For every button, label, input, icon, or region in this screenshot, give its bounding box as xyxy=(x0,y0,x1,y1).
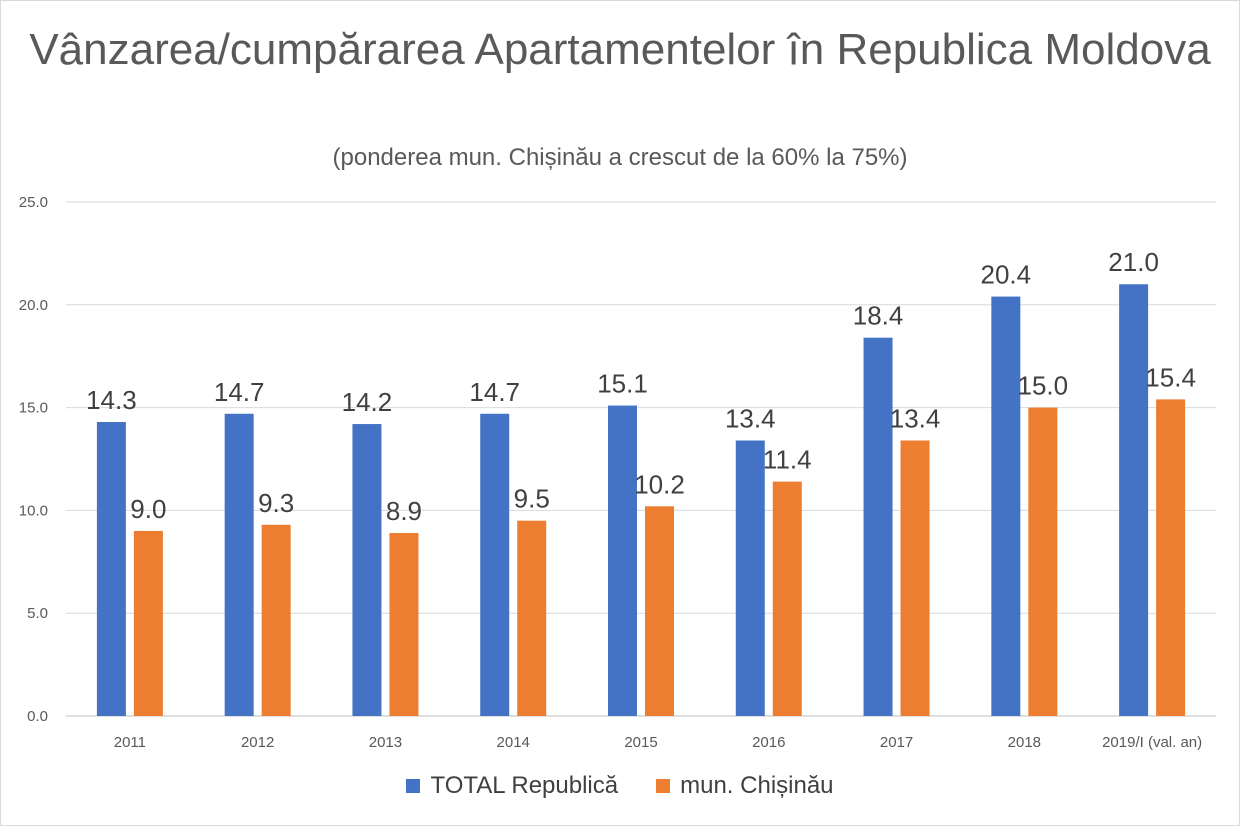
legend: TOTAL Republică mun. Chișinău xyxy=(0,772,1240,800)
bar-chisinau xyxy=(1028,407,1058,716)
data-label: 15.4 xyxy=(1145,362,1196,392)
x-tick-label: 2018 xyxy=(1008,734,1041,751)
x-tick-label: 2012 xyxy=(241,734,274,751)
legend-item-total: TOTAL Republică xyxy=(406,772,618,800)
y-tick-label: 0.0 xyxy=(27,708,48,725)
y-tick-label: 20.0 xyxy=(19,297,48,314)
legend-swatch-total xyxy=(406,779,421,793)
bar-chisinau xyxy=(900,440,930,716)
x-tick-label: 2014 xyxy=(497,734,530,751)
legend-item-chisinau: mun. Chișinău xyxy=(656,772,834,800)
data-label: 20.4 xyxy=(981,260,1032,290)
x-tick-label: 2017 xyxy=(880,734,913,751)
bar-chisinau xyxy=(389,533,419,716)
data-label: 11.4 xyxy=(763,445,812,475)
x-tick-label: 2013 xyxy=(369,734,402,751)
x-tick-label: 2019/I (val. an) xyxy=(1102,734,1202,751)
data-label: 13.4 xyxy=(725,403,776,433)
data-label: 14.7 xyxy=(214,377,265,407)
data-label: 15.1 xyxy=(597,369,648,399)
data-label: 9.5 xyxy=(514,484,550,514)
x-tick-label: 2015 xyxy=(624,734,657,751)
y-tick-label: 15.0 xyxy=(19,400,48,417)
chart-title: Vânzarea/cumpărarea Apartamentelor în Re… xyxy=(29,25,1211,74)
data-label: 18.4 xyxy=(853,301,904,331)
data-label: 14.3 xyxy=(86,385,137,415)
legend-label-chisinau: mun. Chișinău xyxy=(680,772,834,799)
bar-total xyxy=(96,421,126,716)
x-tick-label: 2011 xyxy=(114,734,146,751)
bar-total xyxy=(1119,284,1149,716)
bar-total xyxy=(224,413,254,716)
data-label: 9.0 xyxy=(130,494,166,524)
data-label: 14.7 xyxy=(469,377,520,407)
data-label: 10.2 xyxy=(634,469,685,499)
bar-chisinau xyxy=(261,524,291,716)
y-tick-label: 25.0 xyxy=(19,194,48,211)
bar-chisinau xyxy=(517,520,547,716)
bar-total xyxy=(352,424,382,716)
legend-label-total: TOTAL Republică xyxy=(430,772,619,799)
bar-total xyxy=(608,405,637,716)
bar-total xyxy=(991,296,1021,716)
data-label: 15.0 xyxy=(1018,371,1069,401)
y-tick-label: 10.0 xyxy=(19,502,48,519)
bar-total xyxy=(863,337,893,716)
legend-swatch-chisinau xyxy=(656,779,671,793)
data-label: 8.9 xyxy=(386,496,422,526)
bar-chisinau xyxy=(645,506,674,716)
chart-subtitle: (ponderea mun. Chișinău a crescut de la … xyxy=(332,144,908,171)
data-label: 13.4 xyxy=(890,403,941,433)
bar-total xyxy=(480,413,510,716)
x-tick-label: 2016 xyxy=(752,734,785,751)
bar-total xyxy=(735,440,765,716)
bar-chisinau xyxy=(133,530,163,716)
data-label: 9.3 xyxy=(258,488,294,518)
y-tick-label: 5.0 xyxy=(27,605,48,622)
data-label: 21.0 xyxy=(1108,247,1159,277)
data-label: 14.2 xyxy=(342,387,393,417)
bar-chisinau xyxy=(772,481,802,716)
bar-chisinau xyxy=(1156,399,1186,716)
